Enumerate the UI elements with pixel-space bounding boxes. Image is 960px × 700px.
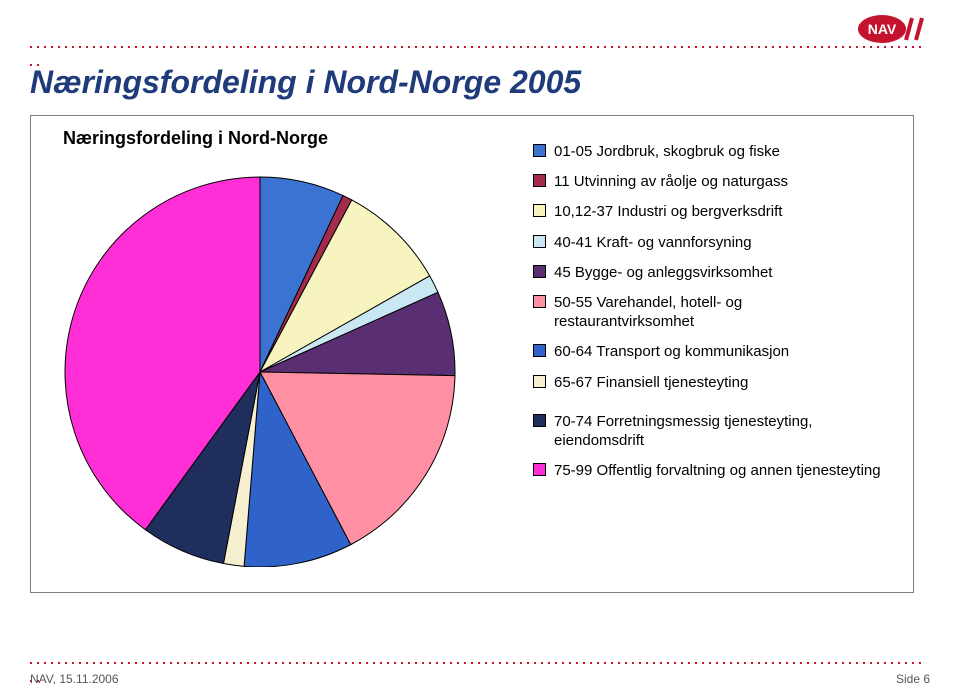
footer-right: Side 6 [896,672,930,686]
legend-item: 60-64 Transport og kommunikasjon [533,342,901,361]
divider-bottom [30,662,930,664]
slash-icon [916,18,922,40]
legend-item: 01-05 Jordbruk, skogbruk og fiske [533,142,901,161]
legend-swatch [533,295,546,308]
legend-label: 60-64 Transport og kommunikasjon [554,342,789,361]
nav-logo: NAV [850,14,930,44]
chart-frame: Næringsfordeling i Nord-Norge 01-05 Jord… [30,115,914,593]
legend-swatch [533,463,546,476]
legend-item: 75-99 Offentlig forvaltning og annen tje… [533,461,901,480]
logo-text: NAV [868,21,897,37]
legend-swatch [533,265,546,278]
footer-left: NAV, 15.11.2006 [30,672,119,686]
legend-label: 50-55 Varehandel, hotell- og restaurantv… [554,293,884,331]
pie-chart [55,157,465,567]
legend-item: 40-41 Kraft- og vannforsyning [533,233,901,252]
legend-swatch [533,375,546,388]
legend-item: 45 Bygge- og anleggsvirksomhet [533,263,901,282]
legend-swatch [533,344,546,357]
page-title: Næringsfordeling i Nord-Norge 2005 [30,64,930,101]
legend-swatch [533,174,546,187]
legend-label: 40-41 Kraft- og vannforsyning [554,233,752,252]
legend: 01-05 Jordbruk, skogbruk og fiske 11 Utvi… [523,124,901,582]
legend-swatch [533,235,546,248]
legend-swatch [533,204,546,217]
legend-swatch [533,414,546,427]
slash-icon [906,18,912,40]
legend-item: 70-74 Forretningsmessig tjenesteyting, e… [533,412,901,450]
legend-label: 10,12-37 Industri og bergverksdrift [554,202,782,221]
legend-label: 01-05 Jordbruk, skogbruk og fiske [554,142,780,161]
legend-label: 45 Bygge- og anleggsvirksomhet [554,263,772,282]
legend-item: 10,12-37 Industri og bergverksdrift [533,202,901,221]
legend-label: 11 Utvinning av råolje og naturgass [554,172,788,191]
legend-item: 50-55 Varehandel, hotell- og restaurantv… [533,293,901,331]
footer: NAV, 15.11.2006 Side 6 [30,672,930,686]
legend-label: 70-74 Forretningsmessig tjenesteyting, e… [554,412,884,450]
legend-label: 75-99 Offentlig forvaltning og annen tje… [554,461,881,480]
legend-swatch [533,144,546,157]
chart-title: Næringsfordeling i Nord-Norge [63,128,523,149]
legend-label: 65-67 Finansiell tjenesteyting [554,373,748,392]
legend-item: 11 Utvinning av råolje og naturgass [533,172,901,191]
divider-top [30,46,930,48]
legend-item: 65-67 Finansiell tjenesteyting [533,373,901,392]
